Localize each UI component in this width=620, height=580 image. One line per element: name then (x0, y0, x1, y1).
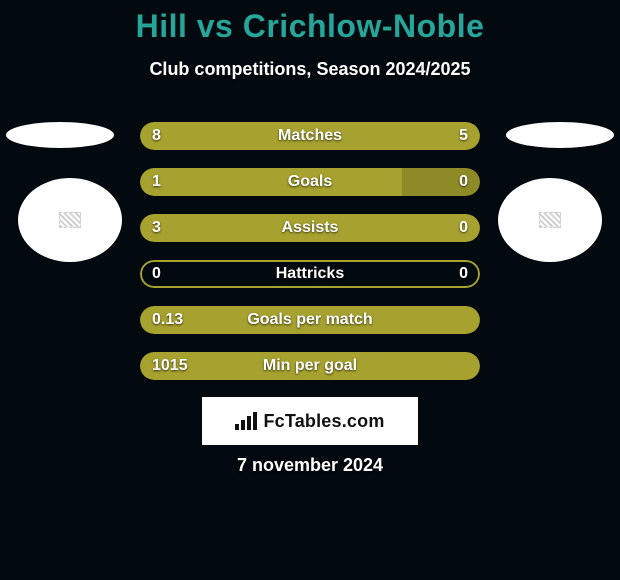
stat-row: 30Assists (140, 214, 480, 242)
placeholder-icon (539, 212, 561, 228)
stat-label: Matches (140, 122, 480, 150)
stat-label: Goals (140, 168, 480, 196)
page-title: Hill vs Crichlow-Noble (0, 0, 620, 45)
placeholder-icon (59, 212, 81, 228)
subtitle: Club competitions, Season 2024/2025 (0, 59, 620, 80)
stat-row: 00Hattricks (140, 260, 480, 288)
logo-box: FcTables.com (202, 397, 418, 445)
stat-label: Goals per match (140, 306, 480, 334)
player-oval-right (506, 122, 614, 148)
stat-label: Hattricks (140, 260, 480, 288)
comparison-bars: 85Matches 10Goals 30Assists 00Hattricks 0.13… (140, 122, 480, 380)
player-circle-right (498, 178, 602, 262)
stat-row: 1015Min per goal (140, 352, 480, 380)
stat-row: 10Goals (140, 168, 480, 196)
date-text: 7 november 2024 (0, 455, 620, 476)
logo-text: FcTables.com (263, 411, 384, 432)
stat-row: 85Matches (140, 122, 480, 150)
player-circle-left (18, 178, 122, 262)
infographic-canvas: Hill vs Crichlow-Noble Club competitions… (0, 0, 620, 580)
stat-label: Assists (140, 214, 480, 242)
stat-label: Min per goal (140, 352, 480, 380)
player-oval-left (6, 122, 114, 148)
bars-icon (235, 412, 257, 430)
stat-row: 0.13Goals per match (140, 306, 480, 334)
